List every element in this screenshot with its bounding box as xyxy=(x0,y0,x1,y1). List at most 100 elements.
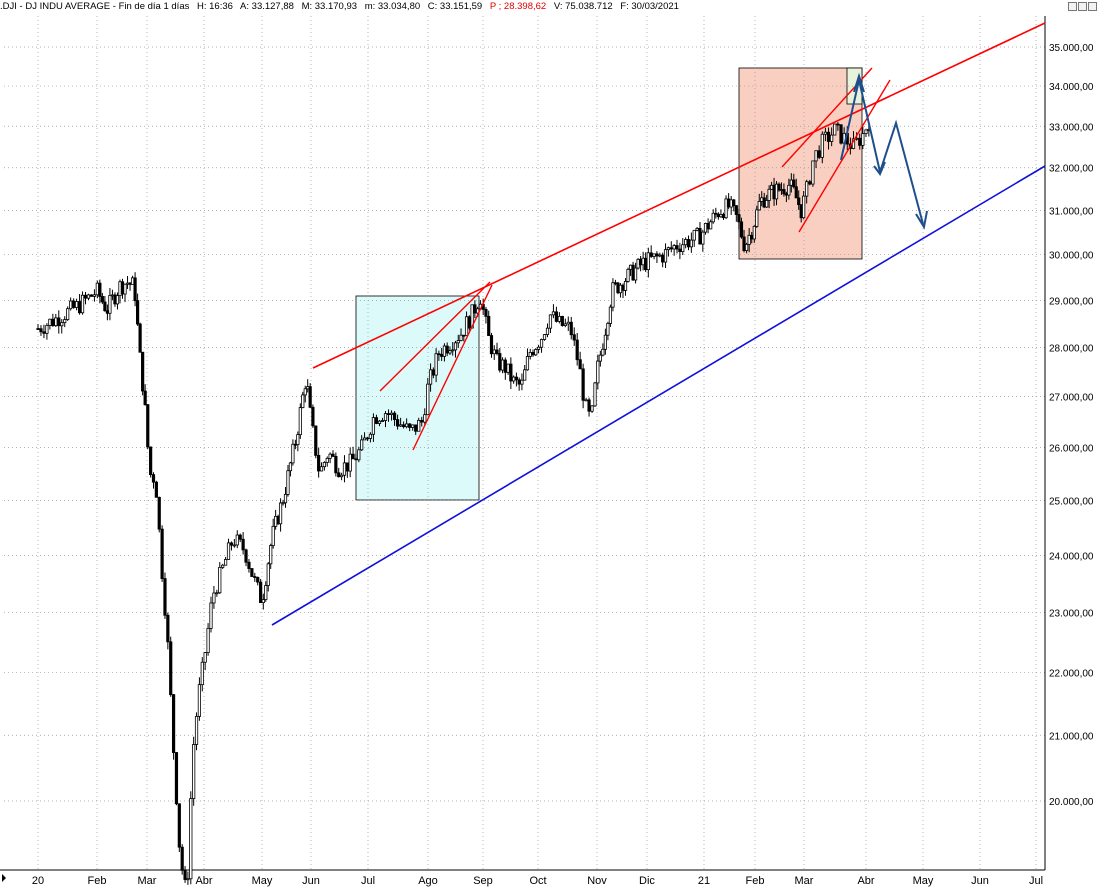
candle-body xyxy=(675,245,679,250)
x-tick-label: Ago xyxy=(418,875,438,887)
candle-body xyxy=(603,334,607,350)
candle xyxy=(636,257,640,270)
max-readout: M: 33.170,93 xyxy=(301,1,358,12)
candle-body xyxy=(417,419,421,432)
x-tick-labels: 20 Feb Mar Abr May Jun Jul Ago Sep Oct Nov Dic 21 Feb… xyxy=(32,875,1043,887)
candle-body xyxy=(110,294,115,297)
candle-body xyxy=(692,229,696,241)
candle-body xyxy=(194,715,199,745)
candle-body xyxy=(525,356,530,371)
candle xyxy=(75,298,79,311)
candle-body xyxy=(128,282,132,285)
candle-body xyxy=(742,236,746,252)
candle xyxy=(177,803,181,853)
candles xyxy=(36,122,871,885)
candle-body xyxy=(386,413,391,415)
candle xyxy=(695,226,699,232)
candle xyxy=(489,332,494,358)
candle xyxy=(259,578,263,604)
candle-body xyxy=(383,413,388,421)
candle xyxy=(517,377,521,391)
maximize-icon[interactable] xyxy=(1078,2,1087,11)
candle-body xyxy=(348,453,352,472)
candle-body xyxy=(238,534,242,540)
candle xyxy=(360,435,364,451)
candle xyxy=(357,446,361,463)
candle xyxy=(658,252,662,258)
candle-body xyxy=(351,453,355,460)
candle xyxy=(146,404,150,450)
candle-body xyxy=(200,661,204,686)
candle xyxy=(523,365,527,381)
candle-body xyxy=(523,369,527,381)
candle xyxy=(706,218,710,234)
candle-body xyxy=(209,602,213,629)
candle-body xyxy=(706,223,710,230)
candle xyxy=(51,313,55,327)
candle xyxy=(105,304,110,321)
candle-body xyxy=(545,327,550,335)
candle xyxy=(108,287,112,321)
wedge-2020-upper xyxy=(379,281,491,392)
candle-body xyxy=(75,301,79,308)
candle xyxy=(288,461,293,477)
candle-body xyxy=(250,568,254,577)
candle xyxy=(151,472,156,489)
candle-body xyxy=(560,315,564,327)
y-tick-labels: 20.000,00 21.000,00 22.000,00 23.000,00 24.0… xyxy=(1049,43,1094,808)
candle xyxy=(298,403,302,439)
close-icon[interactable] xyxy=(1088,2,1097,11)
candle xyxy=(509,357,513,389)
candle-body xyxy=(286,470,290,495)
candle-body xyxy=(503,359,507,373)
candle-body xyxy=(782,189,786,195)
candle-body xyxy=(794,186,798,199)
candle-body xyxy=(399,424,403,427)
candle-body xyxy=(371,417,376,435)
candle-body xyxy=(861,133,865,146)
candle xyxy=(575,333,579,366)
candle-body xyxy=(337,472,341,478)
candle-body xyxy=(360,439,364,451)
candle-body xyxy=(166,614,170,643)
candle-body xyxy=(811,160,815,185)
volume-readout: V: 75.038.712 xyxy=(553,1,613,12)
candle xyxy=(805,179,809,204)
candle-body xyxy=(319,466,324,472)
candle xyxy=(608,304,613,327)
candle-body xyxy=(584,399,588,402)
minimize-icon[interactable] xyxy=(1068,2,1077,11)
candle-body xyxy=(80,294,85,314)
candle-body xyxy=(681,244,685,253)
candle-body xyxy=(274,515,278,527)
candle xyxy=(737,208,741,230)
candle xyxy=(666,246,671,257)
candle xyxy=(797,190,801,210)
candle-body xyxy=(141,351,145,392)
candle-body xyxy=(451,349,455,352)
x-tick-label: May xyxy=(252,875,273,887)
candle-body xyxy=(69,300,73,310)
candle xyxy=(864,129,868,137)
candle-body xyxy=(484,308,488,317)
candle xyxy=(365,436,370,442)
candle xyxy=(814,150,818,169)
candle-body xyxy=(784,193,788,196)
candle xyxy=(303,385,307,403)
candle xyxy=(606,321,610,341)
candle-body xyxy=(171,694,176,753)
candle-body xyxy=(459,334,463,341)
candle xyxy=(395,414,400,430)
candle-body xyxy=(426,383,430,416)
candle-body xyxy=(509,363,513,382)
candle-body xyxy=(149,446,153,476)
candle xyxy=(235,530,239,549)
candle xyxy=(747,228,751,253)
candle xyxy=(200,657,204,692)
candle xyxy=(169,636,173,697)
candle-body xyxy=(180,846,184,871)
candle-body xyxy=(779,189,784,191)
candle xyxy=(113,292,117,307)
candle xyxy=(39,325,43,336)
